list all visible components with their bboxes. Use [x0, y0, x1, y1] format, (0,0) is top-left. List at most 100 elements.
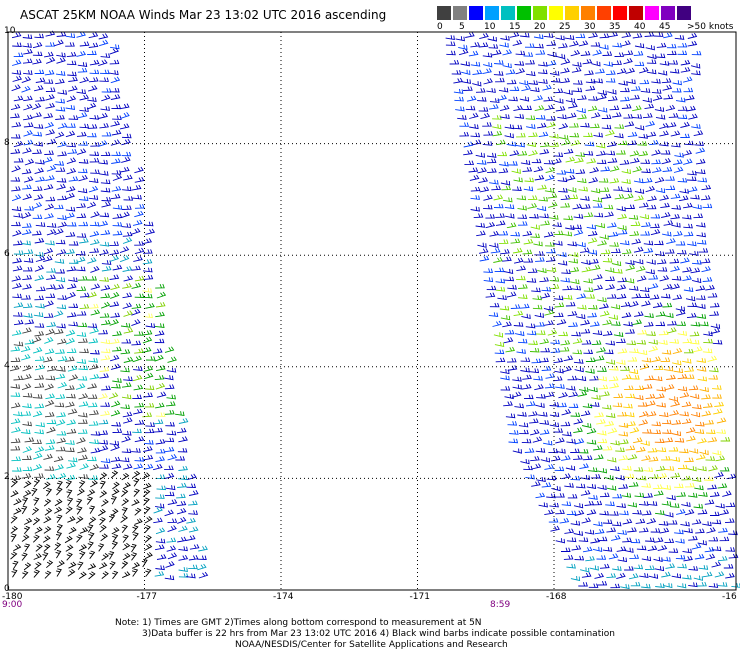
wind-barb [155, 439, 166, 445]
wind-barb [702, 348, 713, 354]
scale-label: 45 [659, 22, 671, 32]
wind-barb [498, 168, 509, 174]
wind-barb [592, 330, 603, 336]
wind-barb [568, 322, 578, 327]
wind-barb [681, 401, 692, 408]
wind-barb [132, 428, 142, 434]
wind-barb [43, 356, 53, 363]
wind-barb [582, 403, 593, 409]
wind-barb [572, 349, 583, 355]
wind-barb [89, 463, 100, 471]
wind-barb [494, 349, 505, 355]
wind-barb [597, 536, 608, 542]
wind-barb [56, 560, 65, 568]
wind-barb [714, 401, 724, 407]
wind-barb [620, 96, 630, 102]
wind-barb [100, 187, 111, 193]
wind-barb [24, 339, 35, 345]
wind-barb [649, 139, 659, 146]
wind-barb [527, 202, 538, 209]
wind-barb [23, 313, 33, 319]
wind-barb [89, 151, 100, 156]
wind-barb [672, 347, 683, 355]
wind-barb [68, 561, 77, 569]
wind-barb [57, 151, 67, 157]
wind-barb [679, 195, 689, 202]
wind-barb [696, 366, 707, 372]
wind-barb [671, 573, 682, 579]
wind-barb [122, 482, 131, 490]
wind-barb [552, 158, 562, 165]
wind-barb [697, 177, 708, 183]
wind-barb [22, 392, 33, 398]
wind-barb [120, 367, 130, 373]
wind-barb [518, 80, 529, 86]
wind-barb [56, 480, 63, 490]
wind-barb [134, 456, 145, 462]
wind-barb [465, 105, 476, 111]
wind-barb [642, 113, 653, 119]
wind-barb [79, 76, 90, 84]
wind-barb [710, 327, 721, 334]
wind-barb [11, 329, 22, 336]
wind-barb [120, 211, 130, 219]
wind-barb [717, 556, 728, 562]
wind-barb [505, 413, 516, 419]
wind-barb [554, 98, 564, 104]
wind-barb [449, 59, 460, 65]
wind-barb [701, 184, 712, 191]
wind-barb [35, 422, 45, 428]
wind-barb [661, 571, 671, 578]
wind-barb [674, 437, 685, 443]
wind-barb [589, 565, 599, 571]
wind-barb [131, 319, 141, 327]
wind-barb [560, 339, 571, 346]
wind-barb [65, 232, 76, 238]
wind-barb [110, 87, 120, 93]
wind-barb [66, 552, 73, 561]
wind-barb [65, 480, 73, 489]
wind-barb [188, 510, 198, 515]
wind-barb [561, 409, 572, 416]
wind-barb [455, 36, 465, 42]
wind-barb [88, 195, 99, 200]
wind-barb [44, 507, 53, 516]
wind-barb [618, 80, 628, 86]
wind-barb [143, 365, 154, 372]
wind-barb [78, 141, 88, 146]
wind-barb [108, 551, 115, 560]
wind-barb [643, 247, 654, 254]
wind-barb [629, 230, 640, 237]
wind-barb [164, 409, 175, 415]
scale-label: 40 [634, 22, 646, 32]
wind-barb [691, 259, 702, 265]
wind-barb [675, 97, 686, 103]
wind-barb [610, 583, 621, 589]
wind-barb [514, 60, 525, 66]
wind-barb [728, 553, 739, 559]
wind-barb [607, 157, 618, 163]
wind-barb [534, 174, 545, 181]
wind-barb [555, 437, 565, 444]
wind-barb [535, 330, 546, 335]
wind-barb [451, 70, 462, 75]
wind-barb [67, 516, 76, 523]
wind-barb [725, 502, 736, 508]
wind-barb [131, 499, 140, 506]
wind-barb [579, 386, 589, 392]
wind-barb [520, 357, 531, 362]
wind-barb [65, 506, 73, 515]
wind-barb [597, 240, 608, 246]
wind-barb [667, 50, 677, 56]
wind-barb [66, 291, 76, 299]
wind-barb [626, 79, 636, 85]
wind-barb [79, 123, 90, 129]
wind-barb [188, 564, 198, 570]
wind-barb [669, 68, 680, 74]
wind-barb [130, 543, 137, 553]
wind-barb [121, 448, 132, 454]
wind-barb [509, 86, 520, 91]
wind-barb [22, 446, 33, 453]
wind-barb [495, 278, 506, 284]
wind-barb [544, 383, 555, 389]
